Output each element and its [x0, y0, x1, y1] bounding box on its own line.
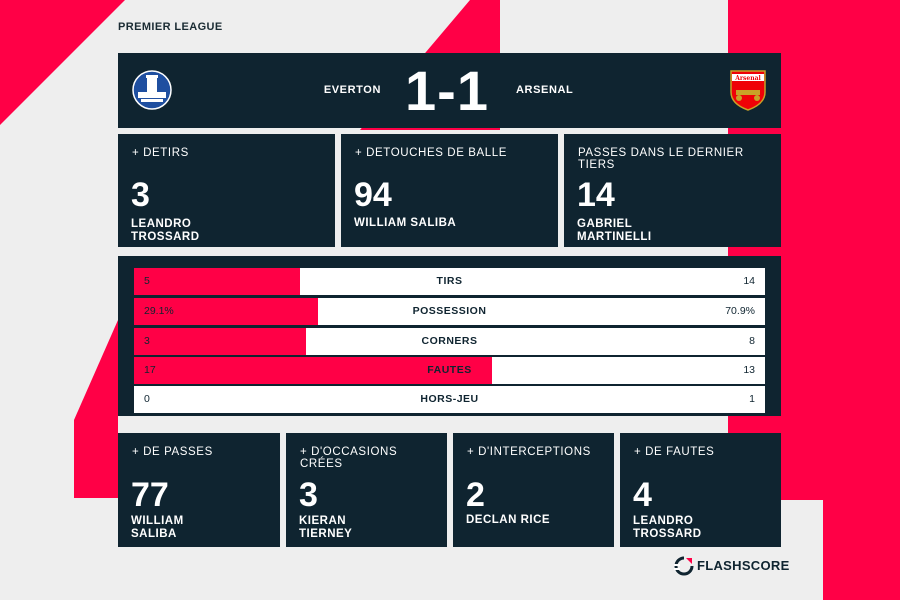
player-name-line: LEANDRO: [633, 515, 694, 527]
stat-card-title: + D'OCCASIONS CRÉES: [300, 446, 398, 470]
away-value: 1: [749, 393, 755, 405]
stat-card-player: WILLIAM SALIBA: [354, 217, 554, 230]
player-name-line: SALIBA: [131, 528, 177, 540]
stat-card-bottom-2: + D'OCCASIONS CRÉES 3 KIERAN TIERNEY: [286, 433, 447, 547]
stat-card-value: 77: [131, 476, 169, 514]
scoreboard: EVERTON 1-1 ARSENAL Arsenal: [118, 53, 781, 128]
brand-name: FLASHSCORE: [697, 558, 790, 573]
player-name-line: TIERNEY: [299, 528, 353, 540]
player-name-line: GABRIEL: [577, 218, 633, 230]
stat-label: FAUTES: [427, 364, 472, 376]
stat-card-value: 14: [577, 176, 615, 214]
player-name-line: LEANDRO: [131, 218, 192, 230]
stat-card-value: 4: [633, 476, 652, 514]
stat-card-title: + DETIRS: [132, 147, 189, 159]
stat-card-top-1: + DETIRS 3 LEANDRO TROSSARD: [118, 134, 335, 247]
stat-row-possession: POSSESSION 29.1% 70.9%: [134, 298, 765, 325]
stat-card-player: LEANDRO TROSSARD: [131, 218, 251, 244]
stat-card-player: WILLIAM SALIBA: [131, 515, 251, 541]
home-value: 0: [144, 393, 150, 405]
stat-card-title: PASSES DANS LE DERNIER TIERS: [578, 147, 744, 171]
stat-row-hors-jeu: HORS-JEU 0 1: [134, 386, 765, 413]
stat-label: TIRS: [436, 275, 463, 287]
stat-card-player: LEANDRO TROSSARD: [633, 515, 753, 541]
flashscore-logo-icon: [674, 556, 694, 576]
home-share-bar: [134, 268, 300, 295]
home-share-bar: [134, 298, 318, 325]
arsenal-crest-icon: Arsenal: [730, 70, 766, 111]
player-name-line: WILLIAM: [131, 515, 184, 527]
stat-card-value: 2: [466, 476, 485, 514]
player-name-line: TROSSARD: [131, 231, 200, 243]
stat-row-fautes: FAUTES 17 13: [134, 357, 765, 384]
stat-row-corners: CORNERS 3 8: [134, 328, 765, 355]
arsenal-crest-text: Arsenal: [734, 75, 761, 82]
stat-card-top-3: PASSES DANS LE DERNIER TIERS 14 GABRIEL …: [564, 134, 781, 247]
home-value: 3: [144, 335, 150, 347]
stat-label: HORS-JEU: [420, 393, 479, 405]
home-share-bar: [134, 328, 307, 355]
stat-card-bottom-1: + DE PASSES 77 WILLIAM SALIBA: [118, 433, 280, 547]
stat-card-player: GABRIEL MARTINELLI: [577, 218, 697, 244]
stat-card-value: 3: [131, 176, 150, 214]
away-value: 8: [749, 335, 755, 347]
player-name-line: TROSSARD: [633, 528, 702, 540]
home-value: 17: [144, 364, 156, 376]
player-name-line: WILLIAM SALIBA: [354, 217, 457, 229]
stat-label: CORNERS: [421, 335, 478, 347]
home-share-bar: [134, 357, 492, 384]
stat-row-tirs: TIRS 5 14: [134, 268, 765, 295]
home-team-name: EVERTON: [323, 84, 381, 96]
stat-card-title: + DETOUCHES DE BALLE: [355, 147, 508, 159]
away-team-name: ARSENAL: [516, 84, 574, 96]
stat-label: POSSESSION: [412, 305, 487, 317]
competition-label: PREMIER LEAGUE: [118, 21, 223, 33]
stat-card-top-2: + DETOUCHES DE BALLE 94 WILLIAM SALIBA: [341, 134, 558, 247]
player-name-line: DECLAN RICE: [466, 514, 551, 526]
stat-card-bottom-3: + D'INTERCEPTIONS 2 DECLAN RICE: [453, 433, 614, 547]
stat-card-value: 3: [299, 476, 318, 514]
home-value: 29.1%: [144, 305, 174, 317]
stat-card-bottom-4: + DE FAUTES 4 LEANDRO TROSSARD: [620, 433, 781, 547]
player-name-line: KIERAN: [299, 515, 347, 527]
stat-card-title: + DE FAUTES: [634, 446, 715, 458]
everton-crest-icon: [132, 70, 172, 110]
stat-comparison: TIRS 5 14 POSSESSION 29.1% 70.9% CORNERS…: [118, 256, 781, 416]
away-value: 14: [743, 275, 755, 287]
stat-card-player: DECLAN RICE: [466, 514, 586, 527]
stat-card-title: + DE PASSES: [132, 446, 213, 458]
stat-card-title: + D'INTERCEPTIONS: [467, 446, 591, 458]
home-value: 5: [144, 275, 150, 287]
away-value: 70.9%: [725, 305, 755, 317]
stat-card-value: 94: [354, 176, 392, 214]
away-value: 13: [743, 364, 755, 376]
player-name-line: MARTINELLI: [577, 231, 652, 243]
match-score: 1-1: [405, 59, 489, 122]
stat-card-player: KIERAN TIERNEY: [299, 515, 419, 541]
